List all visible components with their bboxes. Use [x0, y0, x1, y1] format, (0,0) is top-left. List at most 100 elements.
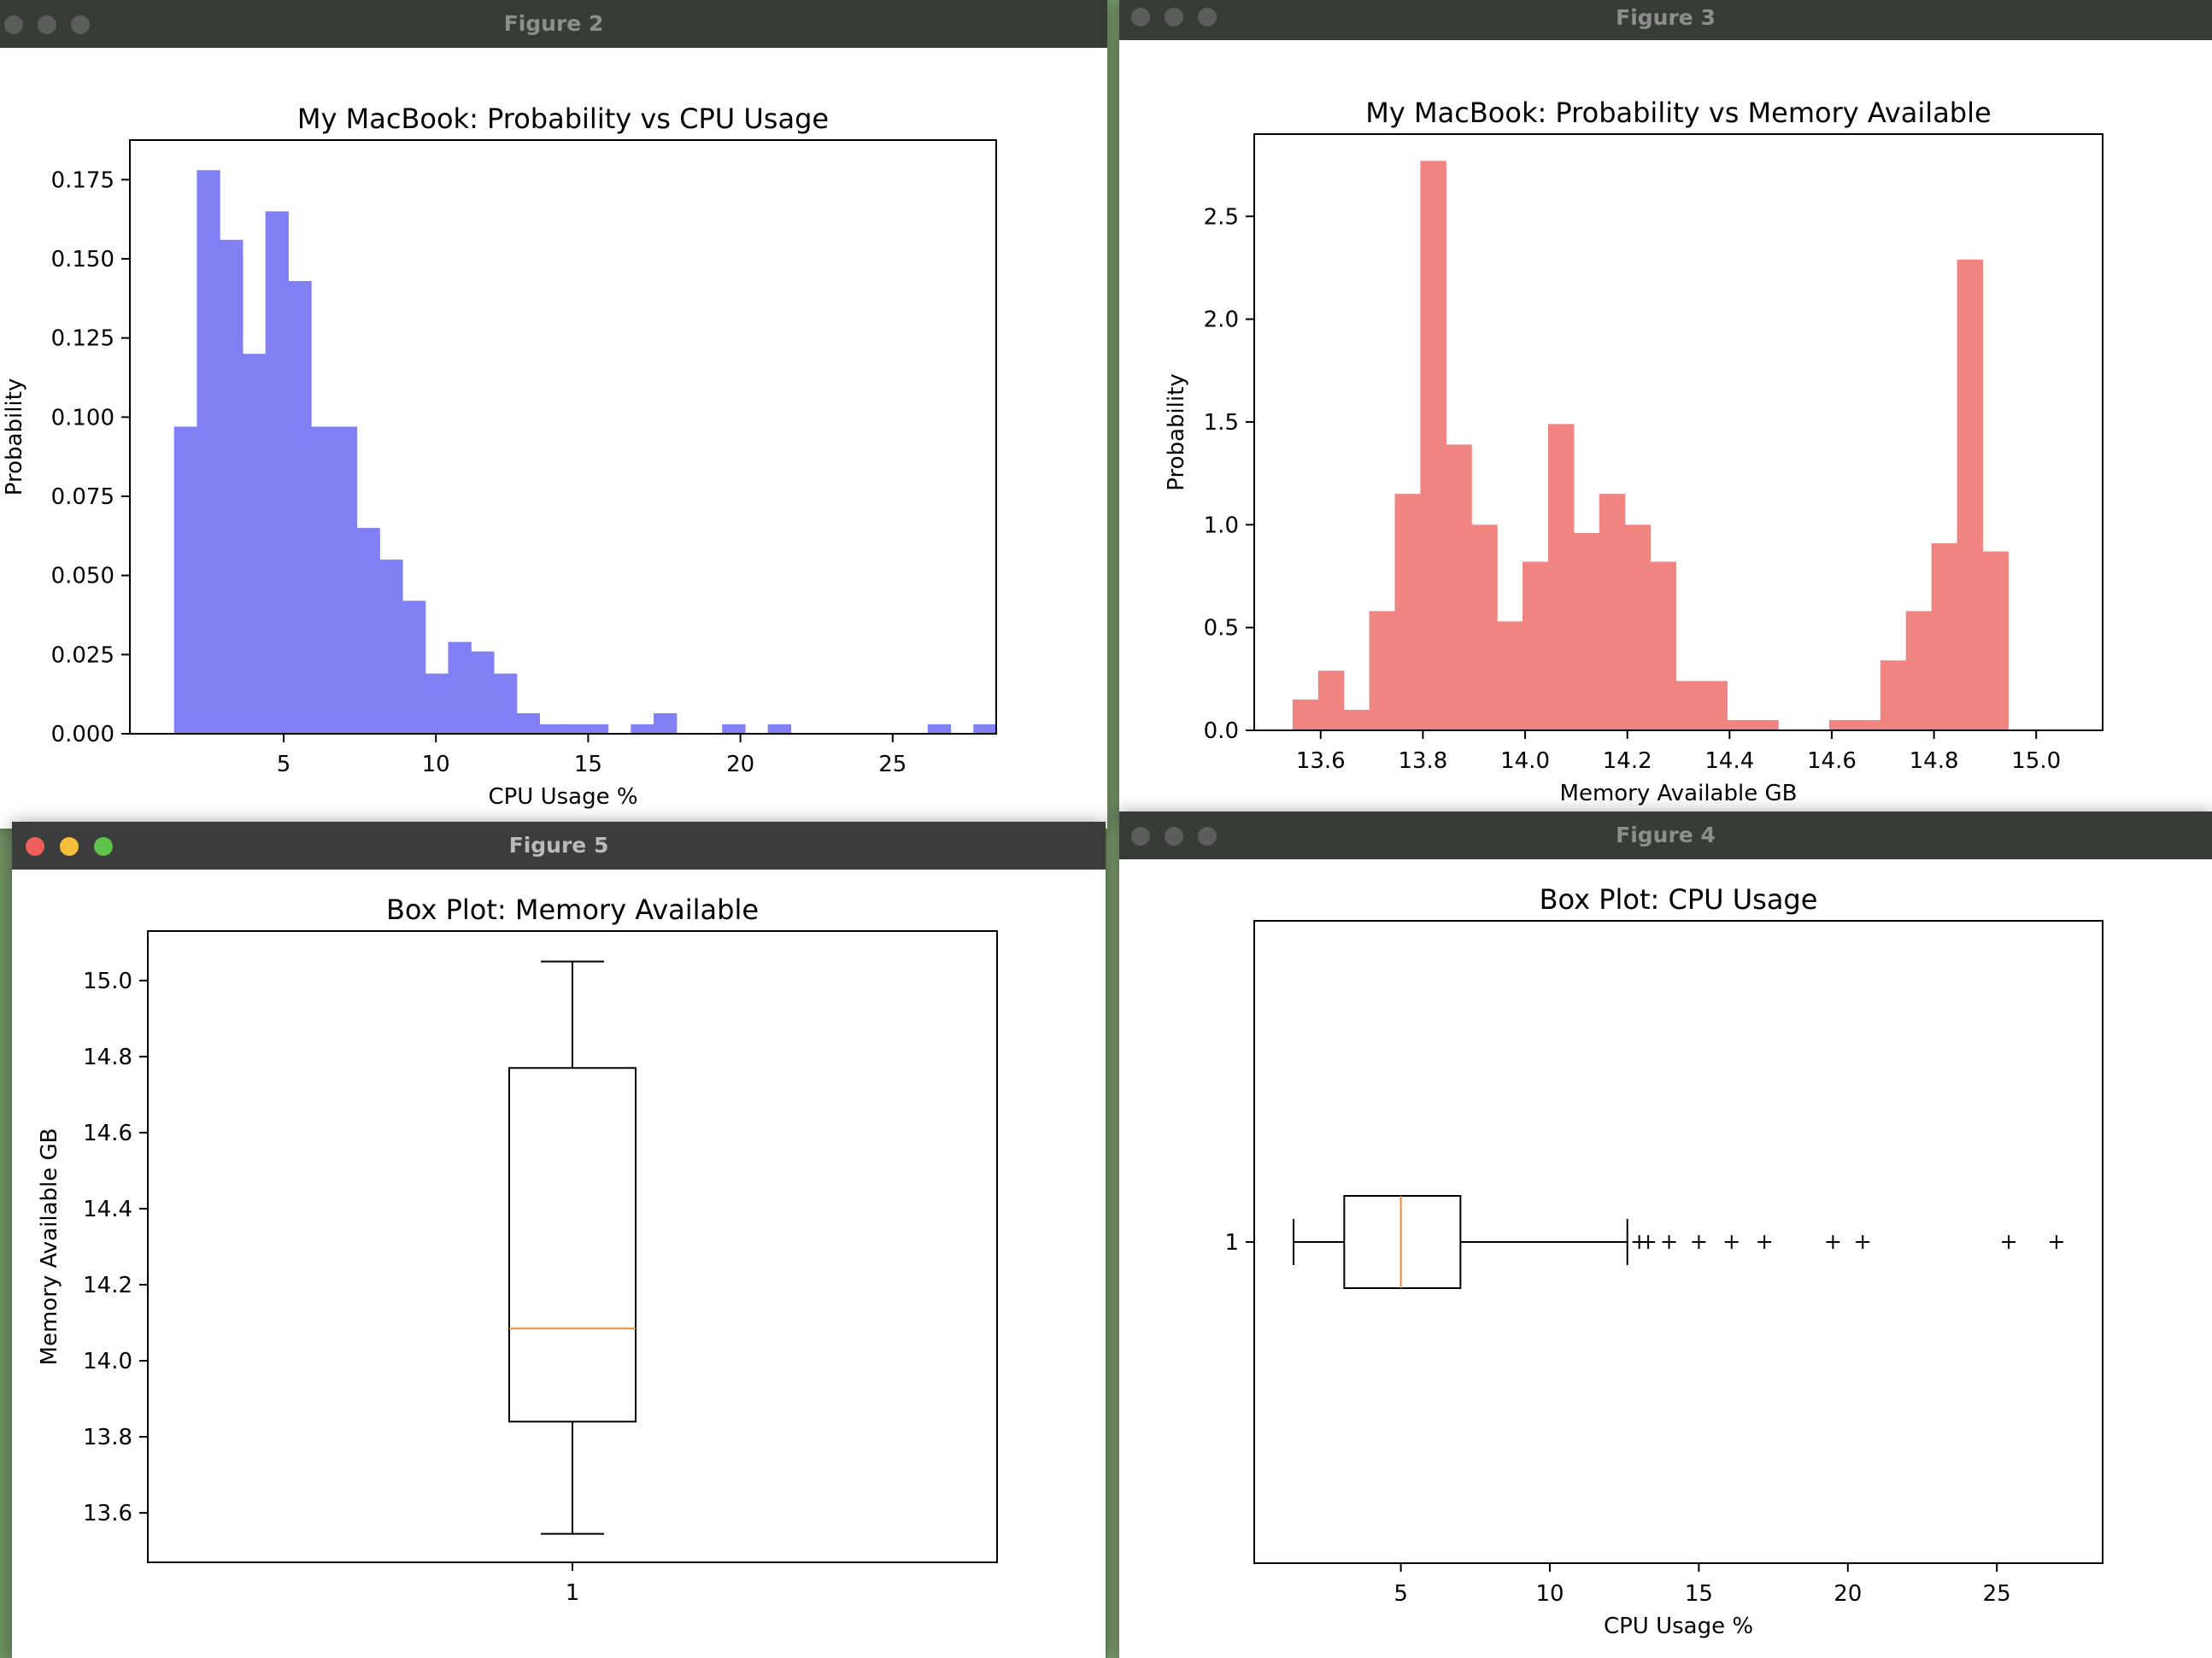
x-tick-label: 14.2 — [1603, 748, 1652, 774]
chart-title: My MacBook: Probability vs Memory Availa… — [1365, 97, 1991, 129]
x-tick-label: 15 — [1685, 1581, 1713, 1607]
chart-title: Box Plot: Memory Available — [386, 893, 759, 926]
window-title: Figure 4 — [1616, 823, 1716, 847]
y-tick-label: 0.0 — [1204, 718, 1239, 744]
minimize-button[interactable] — [1165, 827, 1183, 846]
outlier-marker — [1757, 1235, 1772, 1249]
histogram-bar — [562, 724, 586, 734]
histogram-bar — [1394, 494, 1422, 730]
y-tick-label: 13.8 — [83, 1425, 132, 1450]
histogram-bar — [1343, 709, 1370, 730]
y-tick-label: 0.150 — [51, 247, 114, 272]
histogram-bar — [1624, 524, 1652, 730]
x-tick-label: 14.4 — [1704, 748, 1754, 774]
histogram-bar — [584, 724, 609, 734]
histogram-bar — [1957, 259, 1984, 730]
x-tick-label: 25 — [1983, 1581, 2011, 1607]
window-titlebar[interactable]: Figure 4 — [1119, 811, 2212, 860]
figure-5-window[interactable]: Figure 5 Box Plot: Memory Available Memor… — [12, 822, 1106, 1658]
x-axis-label: Memory Available GB — [1560, 781, 1798, 806]
histogram-bar — [1497, 621, 1523, 730]
outlier-marker — [1826, 1235, 1840, 1249]
minimize-button[interactable] — [60, 837, 79, 856]
x-tick-label: 14.8 — [1910, 748, 1959, 774]
x-tick-label: 10 — [422, 752, 450, 777]
histogram-bar — [539, 724, 563, 734]
histogram-bar — [927, 724, 952, 734]
memory-available-histogram: My MacBook: Probability vs Memory Availa… — [1164, 97, 2103, 806]
y-tick-label: 0.125 — [51, 326, 114, 352]
histogram-bar — [1828, 719, 1856, 730]
y-axis-label: Probability — [1164, 373, 1189, 490]
y-tick-label: 1.5 — [1204, 410, 1239, 436]
histogram-bar — [448, 642, 472, 734]
histogram-bar — [516, 712, 540, 734]
x-tick-label: 5 — [277, 752, 291, 777]
x-tick-label: 5 — [1394, 1581, 1408, 1607]
figure-canvas: Box Plot: CPU Usage CPU Usage % 5 10 15 20 25 1 — [1119, 859, 2212, 1658]
x-tick-label: 25 — [878, 752, 907, 777]
figure-4-window[interactable]: Figure 4 Box Plot: CPU Usage CPU Usage % 5… — [1119, 811, 2212, 1658]
figure-3-window[interactable]: Figure 3 My MacBook: Probability vs Memo… — [1119, 0, 2212, 822]
histogram-bar — [1982, 551, 2009, 730]
figure-2-window[interactable]: Figure 2 My MacBook: Probability vs CPU … — [0, 0, 1107, 829]
y-tick-label: 2.5 — [1204, 204, 1239, 230]
plot-frame — [129, 139, 997, 735]
histogram-bar — [1905, 611, 1933, 730]
histogram-bar — [1523, 561, 1549, 730]
cpu-usage-histogram: My MacBook: Probability vs CPU Usage CPU … — [2, 103, 997, 810]
maximize-button[interactable] — [1198, 8, 1217, 26]
histogram-bar — [1573, 532, 1600, 730]
desktop-background — [1107, 0, 1119, 1658]
y-tick-label: 15.0 — [83, 969, 132, 994]
window-titlebar[interactable]: Figure 2 — [0, 0, 1107, 49]
y-tick-label: 14.4 — [83, 1197, 132, 1222]
maximize-button[interactable] — [94, 837, 113, 856]
minimize-button[interactable] — [1165, 8, 1183, 26]
histogram-bar — [1931, 542, 1958, 730]
histogram-bar — [197, 170, 220, 735]
y-tick-label: 14.2 — [83, 1273, 132, 1298]
x-tick-label: 13.6 — [1296, 748, 1346, 774]
x-tick-label: 20 — [1834, 1581, 1862, 1607]
histogram-bar — [242, 354, 267, 734]
minimize-button[interactable] — [38, 15, 56, 34]
window-titlebar[interactable]: Figure 3 — [1119, 0, 2212, 41]
y-tick-label: 14.8 — [83, 1045, 132, 1070]
histogram-bar — [379, 560, 403, 734]
histogram-bar — [1701, 681, 1728, 730]
close-button[interactable] — [26, 837, 44, 856]
histogram-bar — [1880, 660, 1907, 730]
histogram-bar — [1292, 699, 1319, 730]
histogram-bar — [311, 426, 335, 734]
y-tick-label: 14.0 — [83, 1349, 132, 1374]
histogram-bar — [1547, 424, 1575, 730]
histogram-bar — [1675, 681, 1703, 730]
y-tick-label: 0.050 — [51, 564, 114, 589]
y-tick-label: 0.5 — [1204, 616, 1239, 642]
histogram-bar — [333, 426, 358, 734]
figure-canvas: Box Plot: Memory Available Memory Availab… — [12, 870, 1106, 1658]
close-button[interactable] — [4, 15, 23, 34]
x-tick-label: 10 — [1535, 1581, 1564, 1607]
histogram-bar — [654, 712, 678, 734]
maximize-button[interactable] — [1198, 827, 1217, 846]
window-titlebar[interactable]: Figure 5 — [12, 822, 1106, 870]
x-tick-label: 14.6 — [1807, 748, 1857, 774]
histogram-bar — [265, 211, 289, 734]
y-tick-label: 0.075 — [51, 484, 114, 510]
memory-available-boxplot: Box Plot: Memory Available Memory Availab… — [37, 893, 998, 1606]
histogram-bar — [1369, 611, 1396, 730]
histogram-bar — [1854, 719, 1881, 730]
close-button[interactable] — [1131, 827, 1150, 846]
close-button[interactable] — [1131, 8, 1150, 26]
histogram-bar — [425, 673, 449, 734]
outlier-marker — [1724, 1235, 1739, 1249]
x-axis-label: CPU Usage % — [488, 784, 637, 810]
y-axis-label: Probability — [2, 378, 27, 495]
outlier-marker — [1641, 1235, 1656, 1249]
y-tick-label: 1.0 — [1204, 513, 1239, 538]
y-tick-label: 0.000 — [51, 722, 114, 747]
histogram-bar — [288, 280, 312, 734]
maximize-button[interactable] — [71, 15, 90, 34]
